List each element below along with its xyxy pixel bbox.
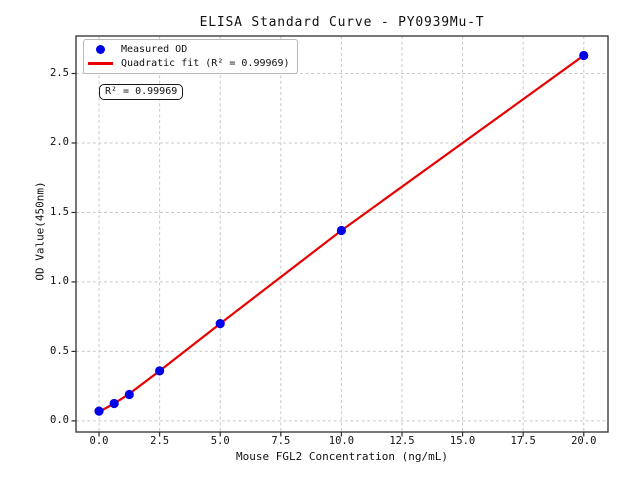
r-squared-annotation: R² = 0.99969 — [99, 84, 184, 100]
x-tick-label: 12.5 — [389, 435, 415, 447]
legend-label-quadratic-fit: Quadratic fit (R² = 0.99969) — [121, 58, 290, 70]
line-marker-icon — [88, 62, 113, 66]
y-tick-label: 2.0 — [50, 136, 69, 149]
data-point — [215, 319, 225, 329]
legend: Measured OD Quadratic fit (R² = 0.99969) — [83, 39, 298, 74]
legend-marker-box — [88, 58, 113, 69]
x-axis-label: Mouse FGL2 Concentration (ng/mL) — [236, 450, 448, 463]
y-tick-label: 1.5 — [50, 205, 69, 218]
y-tick-label: 0.0 — [50, 414, 69, 427]
y-tick-label: 2.5 — [50, 67, 69, 80]
scatter-marker-icon — [96, 44, 105, 54]
data-point — [155, 366, 165, 376]
data-point — [124, 389, 134, 400]
x-tick-label: 20.0 — [571, 435, 597, 447]
x-tick-label: 17.5 — [510, 435, 536, 447]
x-tick-label: 0.0 — [89, 435, 109, 447]
data-point — [94, 406, 104, 416]
data-point — [579, 50, 589, 61]
axes-spines — [75, 35, 609, 433]
x-tick-label: 5.0 — [210, 435, 230, 447]
x-tick-label: 7.5 — [271, 435, 291, 447]
data-point — [109, 398, 119, 409]
x-tick-label: 10.0 — [328, 435, 355, 447]
y-axis-label: OD Value(450nm) — [33, 181, 47, 281]
chart-title: ELISA Standard Curve - PY0939Mu-T — [199, 15, 485, 30]
legend-item-measured-od: Measured OD — [88, 42, 290, 57]
legend-label-measured-od: Measured OD — [121, 43, 188, 55]
x-tick-label: 15.0 — [449, 435, 476, 447]
y-tick-label: 1.0 — [50, 275, 69, 288]
data-point — [336, 225, 346, 236]
y-tick-label: 0.5 — [50, 344, 69, 357]
legend-item-quadratic-fit: Quadratic fit (R² = 0.99969) — [88, 57, 290, 72]
x-tick-label: 2.5 — [150, 435, 170, 447]
legend-marker-box — [88, 44, 113, 55]
